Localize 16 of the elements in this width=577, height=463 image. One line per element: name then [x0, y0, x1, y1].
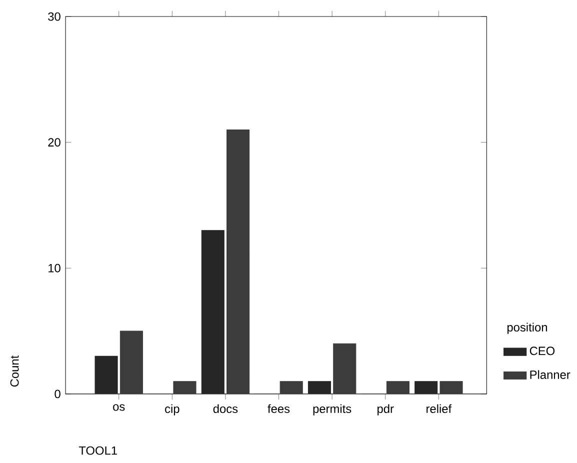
x-axis-title: TOOL1: [78, 446, 117, 455]
x-tick-label: cip: [165, 404, 180, 416]
x-tick-label: docs: [213, 404, 238, 414]
x-tick-label: relief: [426, 404, 452, 414]
x-tick-label: fees: [268, 404, 290, 414]
x-tick-label: pdr: [378, 404, 394, 416]
legend-title: position: [507, 322, 547, 334]
y-axis-title: Count: [10, 356, 19, 387]
y-tick-label: 30: [48, 12, 60, 21]
x-tick-label: os: [113, 404, 125, 411]
legend-label: CEO: [530, 346, 555, 356]
x-tick-label: permits: [313, 404, 352, 416]
legend-label: Planner: [530, 370, 570, 380]
y-tick-label: 0: [54, 390, 60, 398]
y-tick-label: 10: [48, 264, 60, 272]
y-tick-label: 20: [48, 138, 60, 147]
